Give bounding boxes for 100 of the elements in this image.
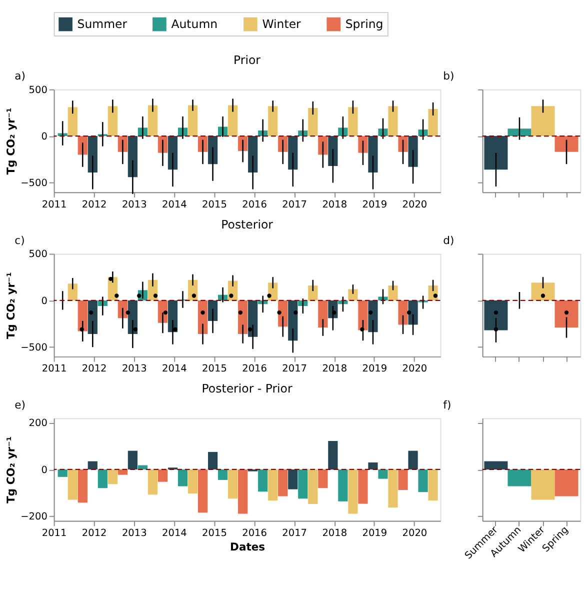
x-tick-label: 2015 bbox=[202, 364, 227, 375]
bar bbox=[348, 289, 358, 300]
x-axis-title: Dates bbox=[230, 540, 266, 554]
point bbox=[267, 294, 272, 298]
bar bbox=[358, 136, 368, 153]
bar bbox=[328, 136, 338, 166]
point bbox=[133, 327, 138, 332]
bar bbox=[378, 469, 388, 479]
x-tick-label: 2019 bbox=[362, 528, 388, 539]
chart-title: Prior bbox=[234, 52, 261, 67]
bar bbox=[98, 469, 108, 488]
y-tick-label: 0 bbox=[41, 131, 48, 142]
bar bbox=[288, 469, 298, 490]
legend-label: Spring bbox=[345, 17, 384, 32]
y-tick-label: −200 bbox=[20, 512, 48, 523]
point bbox=[173, 327, 178, 332]
bar bbox=[308, 108, 318, 136]
y-axis-title: Tg CO₂ yr⁻¹ bbox=[4, 107, 18, 175]
y-tick-label: 0 bbox=[41, 464, 48, 476]
bar bbox=[78, 469, 88, 503]
bar bbox=[358, 469, 368, 504]
bar bbox=[238, 300, 248, 334]
bar bbox=[408, 450, 418, 470]
bar bbox=[218, 469, 228, 480]
x-tick-label: 2012 bbox=[82, 364, 107, 375]
bar bbox=[108, 106, 118, 136]
x-tick-label: 2014 bbox=[162, 199, 187, 210]
x-tick-label: 2016 bbox=[242, 528, 267, 539]
text: c) bbox=[14, 234, 25, 247]
bar bbox=[388, 285, 398, 300]
point bbox=[277, 310, 282, 315]
x-tick-label: 2020 bbox=[402, 528, 428, 539]
bar bbox=[328, 440, 338, 470]
bar bbox=[308, 285, 318, 300]
x-tick-label: 2011 bbox=[42, 528, 67, 539]
bar bbox=[228, 105, 238, 136]
point bbox=[360, 327, 364, 332]
bar bbox=[368, 136, 378, 172]
bar bbox=[108, 469, 118, 484]
bar bbox=[128, 450, 138, 470]
bar bbox=[388, 106, 398, 136]
bar bbox=[408, 136, 418, 167]
bar bbox=[288, 300, 298, 341]
bar bbox=[68, 469, 78, 500]
x-tick-label: 2018 bbox=[322, 528, 348, 539]
text: d) bbox=[443, 234, 454, 247]
x-tick-label: 2015 bbox=[202, 199, 227, 210]
bar bbox=[58, 469, 68, 477]
bar bbox=[428, 469, 438, 500]
bar bbox=[148, 105, 158, 136]
bar bbox=[398, 469, 408, 490]
x-tick-label: 2013 bbox=[122, 364, 147, 375]
point bbox=[229, 294, 234, 298]
bar bbox=[358, 300, 368, 330]
bar bbox=[418, 469, 428, 492]
y-axis-title: Tg CO₂ yr⁻¹ bbox=[4, 436, 18, 504]
bar bbox=[188, 469, 198, 494]
y-tick-label: −500 bbox=[20, 342, 48, 354]
y-tick-label: 200 bbox=[28, 418, 48, 430]
x-tick-label: 2015 bbox=[202, 528, 227, 539]
x-tick-label: 2020 bbox=[402, 199, 428, 210]
bar bbox=[398, 300, 408, 325]
y-tick-label: 0 bbox=[41, 296, 48, 307]
bar bbox=[238, 469, 248, 514]
chart-title: Posterior bbox=[221, 217, 274, 232]
x-tick-label: 2018 bbox=[322, 199, 348, 210]
bar bbox=[128, 136, 138, 178]
bar bbox=[88, 461, 98, 470]
bar bbox=[68, 284, 78, 300]
bar bbox=[288, 136, 298, 170]
bar bbox=[398, 136, 408, 152]
bar bbox=[268, 469, 278, 500]
bar bbox=[188, 105, 198, 136]
point bbox=[406, 310, 412, 315]
point bbox=[294, 310, 298, 315]
bar bbox=[248, 136, 258, 172]
text: b) bbox=[443, 70, 454, 83]
text: e) bbox=[14, 398, 26, 412]
point bbox=[137, 294, 142, 298]
y-tick-label: 500 bbox=[28, 84, 48, 96]
bar bbox=[228, 469, 238, 499]
point bbox=[332, 310, 336, 315]
y-axis-title: Tg CO₂ yr⁻¹ bbox=[4, 272, 18, 340]
bar bbox=[338, 469, 348, 502]
x-tick-label: 2018 bbox=[322, 364, 348, 375]
x-tick-label: 2016 bbox=[242, 199, 267, 210]
bar bbox=[68, 107, 78, 136]
chart-title: Posterior - Prior bbox=[202, 382, 292, 396]
y-tick-label: 500 bbox=[28, 249, 48, 260]
bar bbox=[408, 300, 418, 325]
point bbox=[238, 310, 242, 315]
x-tick-label: 2017 bbox=[282, 364, 307, 375]
point bbox=[368, 310, 373, 315]
legend-label: Summer bbox=[77, 17, 128, 32]
bar bbox=[298, 469, 308, 499]
x-tick-label: 2013 bbox=[122, 199, 147, 210]
x-tick-label: 2013 bbox=[122, 528, 147, 539]
bar bbox=[118, 469, 128, 475]
point bbox=[114, 294, 119, 298]
text: f) bbox=[443, 398, 452, 412]
